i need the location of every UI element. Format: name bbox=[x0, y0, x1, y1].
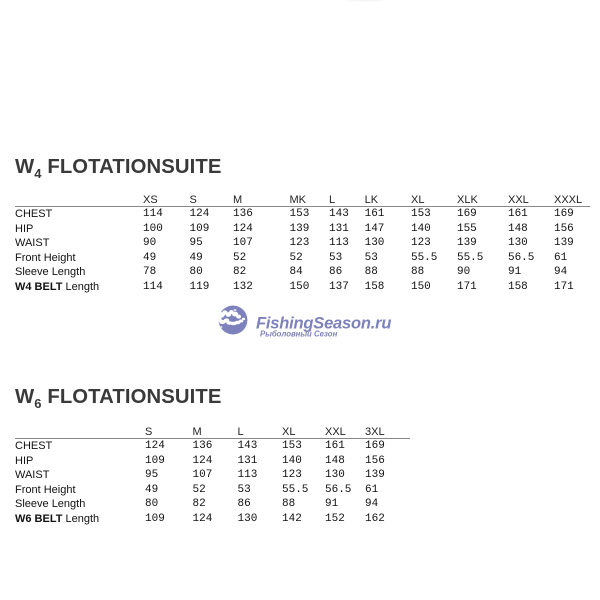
svg-text:Рыболовный Сезон: Рыболовный Сезон bbox=[260, 330, 338, 339]
